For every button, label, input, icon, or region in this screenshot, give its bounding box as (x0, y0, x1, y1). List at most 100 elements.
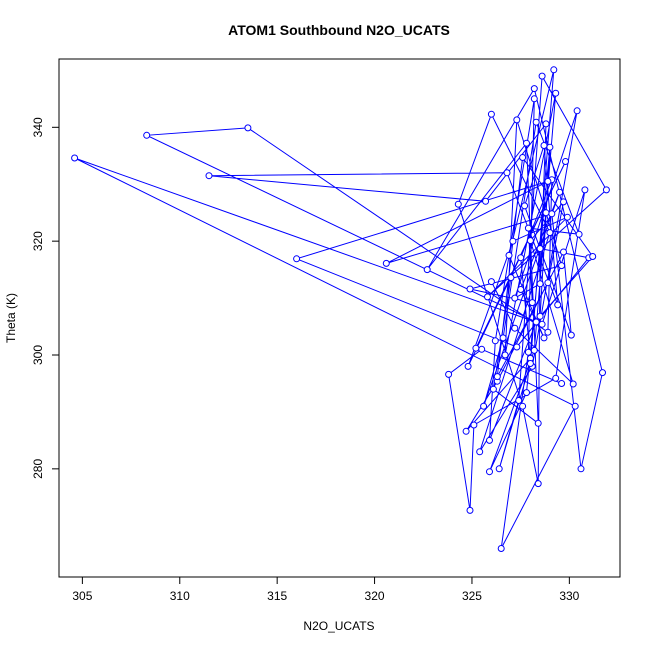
data-point (602, 186, 610, 194)
data-point (486, 468, 493, 476)
data-point (515, 397, 523, 404)
data-point (528, 299, 536, 307)
data-point (509, 237, 517, 245)
data-point (454, 200, 462, 208)
data-point (536, 280, 544, 288)
data-point (524, 224, 532, 232)
data-point (544, 328, 552, 336)
y-tick-label: 320 (31, 231, 45, 251)
data-point (530, 346, 538, 354)
data-point (513, 116, 521, 124)
data-point (534, 480, 542, 488)
data-point (581, 186, 589, 194)
data-point (503, 169, 511, 177)
series-lines (74, 69, 608, 549)
data-point (546, 143, 554, 151)
data-point (487, 278, 495, 286)
data-point (599, 369, 606, 377)
data-point (526, 360, 534, 367)
data-point (382, 259, 390, 267)
data-point (478, 345, 486, 353)
data-point (466, 506, 474, 514)
x-tick-label: 305 (72, 589, 92, 603)
series-line (74, 69, 608, 549)
data-point (464, 362, 472, 370)
data-point (495, 465, 503, 473)
data-point (505, 251, 513, 259)
data-point (569, 380, 577, 388)
data-point (540, 334, 548, 342)
data-point (513, 343, 521, 351)
data-point (517, 254, 525, 262)
data-point (530, 85, 538, 93)
x-tick-label: 310 (170, 589, 190, 603)
x-axis: 305 310 315 320 325 330 (72, 577, 580, 603)
data-point (589, 253, 597, 260)
plot-frame (58, 58, 621, 578)
data-point (480, 402, 488, 410)
data-point (560, 248, 567, 256)
data-point (532, 318, 540, 326)
chart-title: ATOM1 Southbound N2O_UCATS (228, 22, 450, 38)
x-axis-label: N2O_UCATS (303, 619, 374, 633)
data-point (552, 89, 560, 97)
data-point (524, 348, 532, 356)
data-point (507, 274, 515, 282)
y-axis: 280 300 320 340 (31, 117, 59, 479)
data-point (486, 436, 493, 444)
data-point (542, 120, 550, 128)
data-point (536, 245, 544, 253)
data-point (143, 131, 151, 139)
data-point (530, 95, 538, 103)
data-point (462, 427, 470, 435)
data-point (544, 279, 552, 287)
data-point (546, 229, 554, 237)
data-point (523, 139, 530, 147)
data-point (205, 172, 213, 180)
data-point (562, 158, 569, 165)
data-point (542, 209, 550, 217)
data-point (466, 285, 474, 293)
data-point (544, 177, 552, 185)
data-point (554, 301, 562, 309)
data-point (497, 545, 505, 552)
y-tick-label: 340 (31, 117, 45, 137)
data-point (482, 197, 490, 205)
data-point (472, 344, 480, 352)
data-point (501, 351, 509, 359)
data-point (540, 142, 548, 149)
data-point (499, 334, 507, 342)
y-axis-label: Theta (K) (4, 293, 18, 343)
data-point (517, 286, 525, 293)
data-point (244, 124, 252, 132)
data-point (491, 337, 499, 345)
data-point (484, 293, 491, 301)
data-point (538, 320, 546, 328)
y-tick-label: 300 (31, 345, 45, 365)
data-point (493, 373, 501, 381)
x-tick-label: 320 (365, 589, 385, 603)
x-tick-label: 325 (462, 589, 482, 603)
data-point (71, 154, 79, 162)
data-point (532, 118, 540, 126)
data-point (487, 110, 495, 118)
data-point (558, 380, 566, 387)
x-tick-label: 330 (559, 589, 579, 603)
data-point (536, 312, 544, 320)
data-point (519, 402, 527, 410)
data-point (563, 213, 571, 221)
data-point (577, 465, 585, 473)
data-point (556, 188, 564, 196)
data-point (548, 210, 556, 218)
data-point (476, 448, 484, 456)
data-point (567, 331, 575, 339)
y-tick-label: 280 (31, 459, 45, 479)
data-point (523, 389, 530, 397)
data-point (552, 374, 560, 382)
data-point (293, 255, 301, 263)
data-point (558, 262, 566, 270)
data-point (534, 419, 542, 427)
data-point (511, 294, 519, 302)
data-point (571, 402, 579, 410)
